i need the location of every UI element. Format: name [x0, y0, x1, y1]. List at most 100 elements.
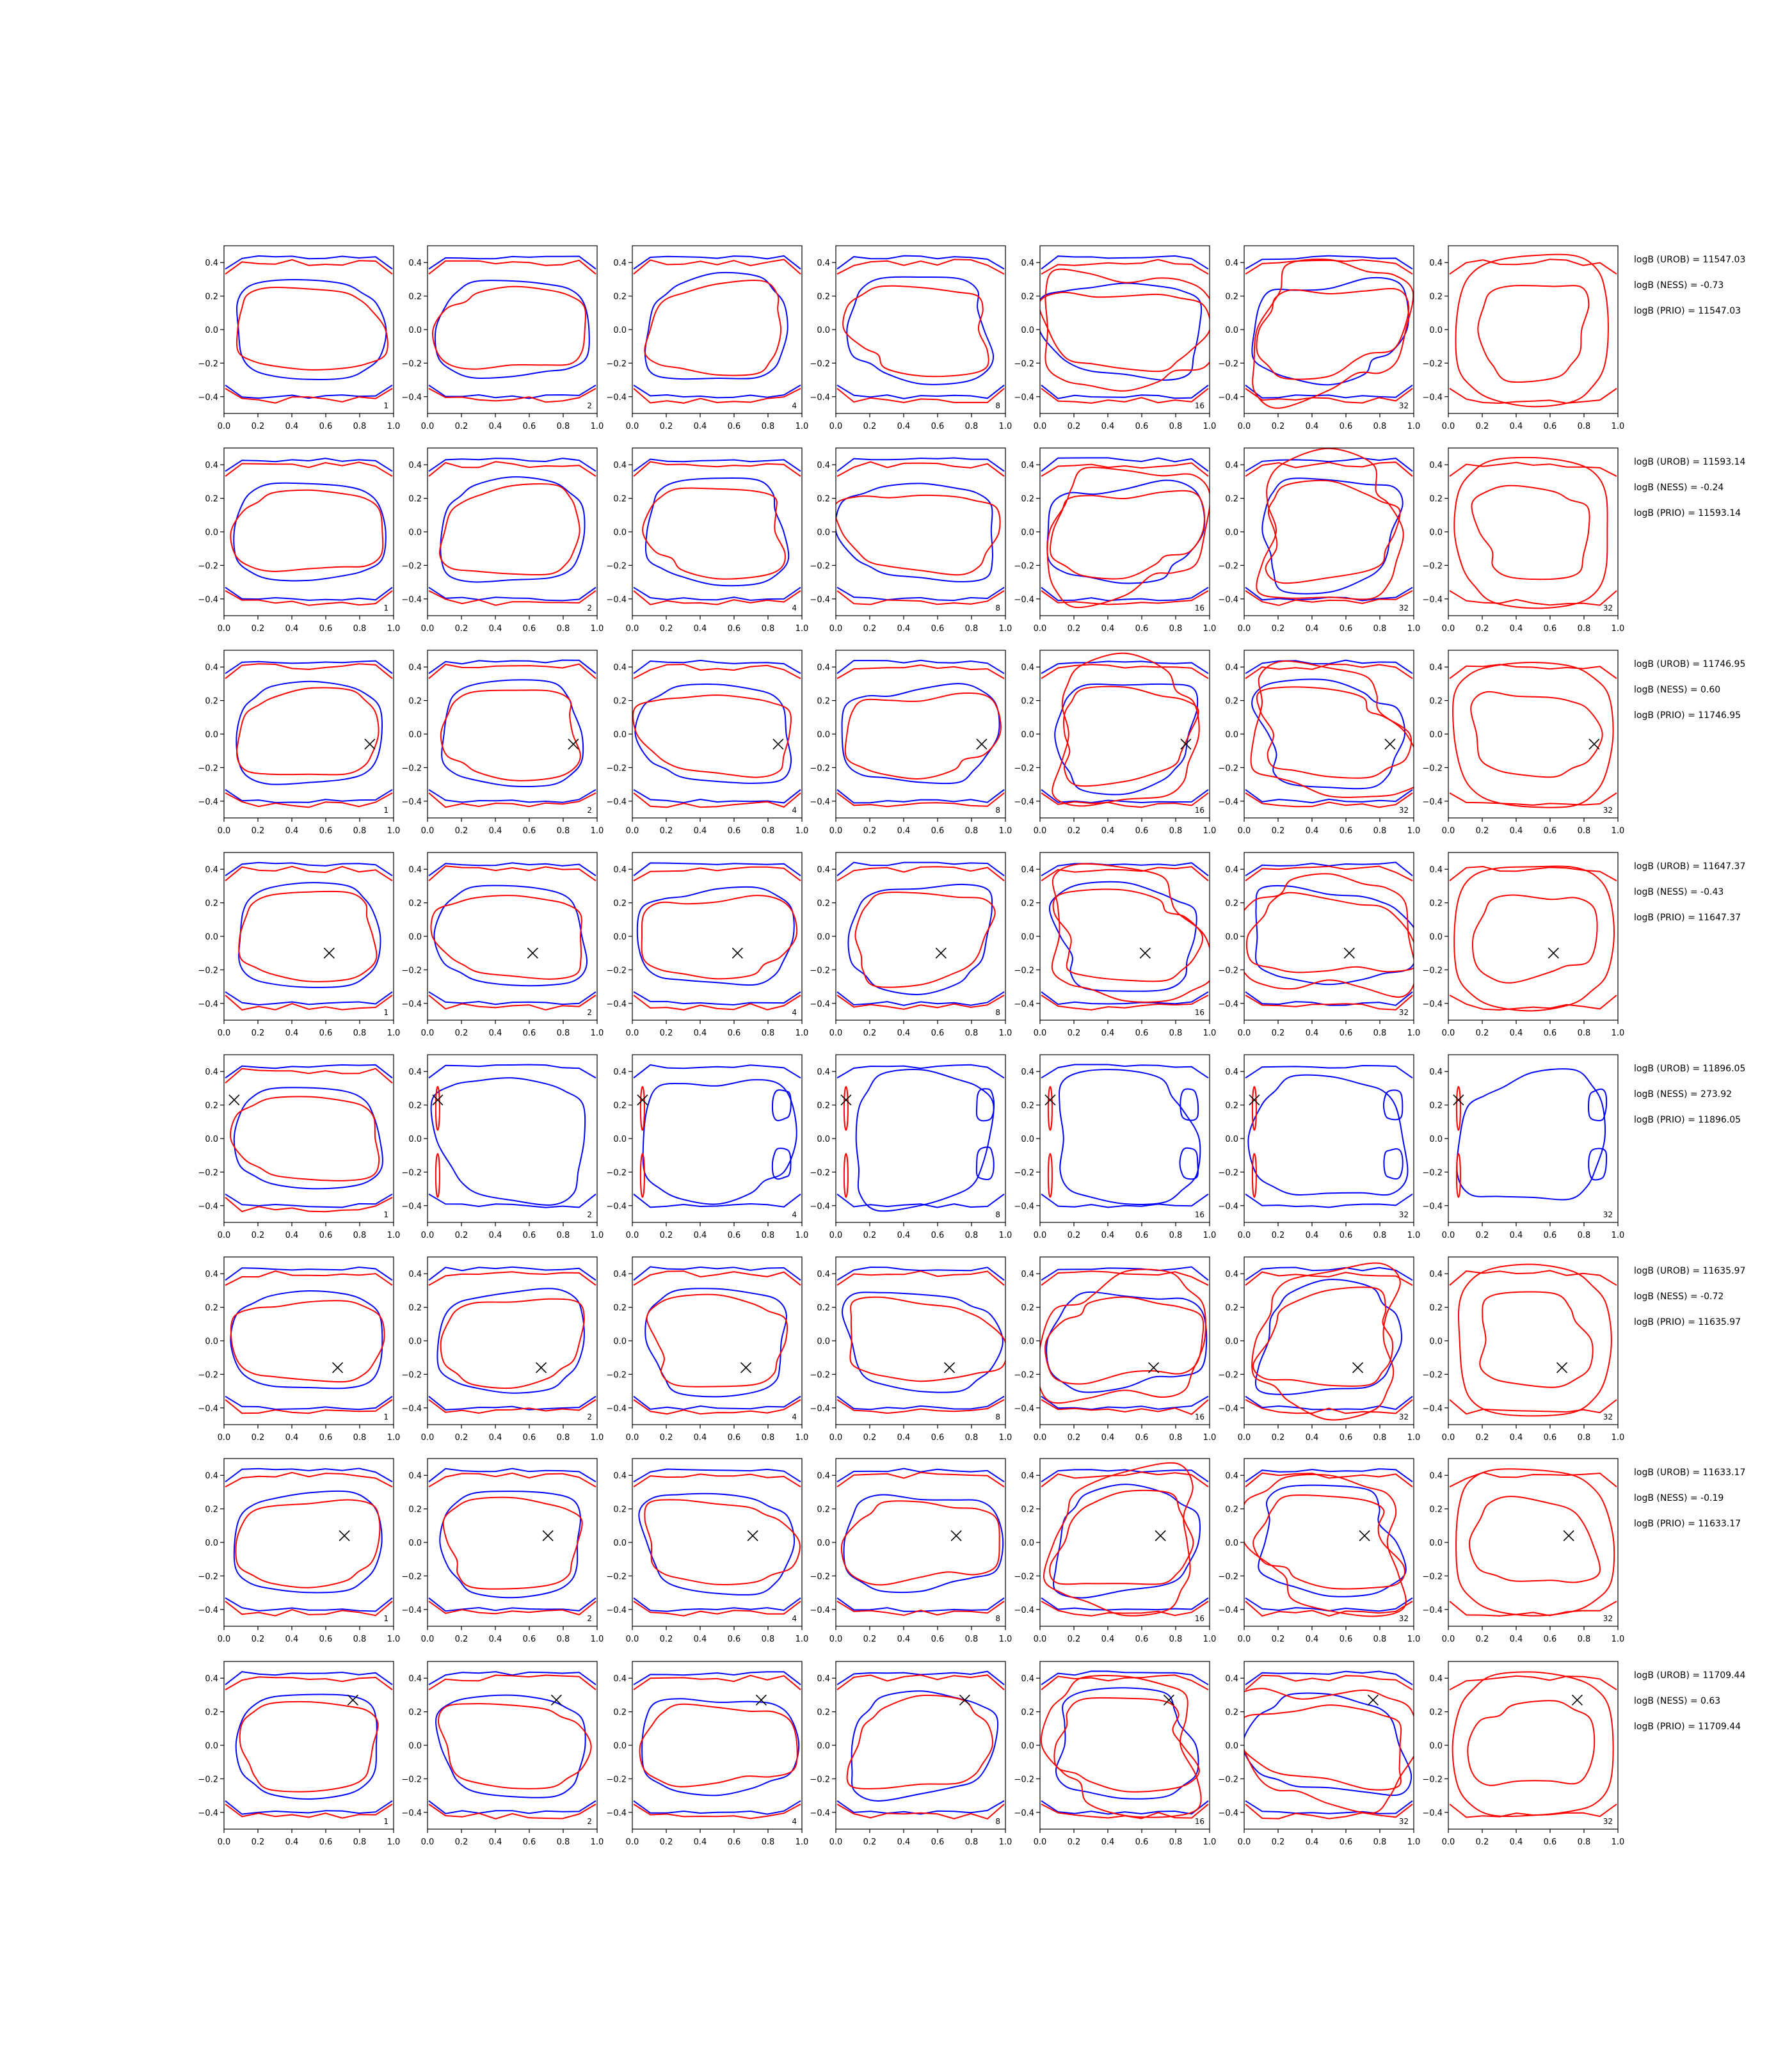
red-contour-narrow: [435, 1153, 440, 1198]
red-contour-bottom: [1041, 1399, 1209, 1415]
red-contour-narrow: [1251, 1085, 1257, 1131]
contour-lines: [836, 255, 1005, 403]
y-tick-label: 0.4: [408, 259, 422, 268]
y-tick-label: 0.0: [1225, 1337, 1238, 1347]
red-contour-narrow: [639, 1153, 645, 1198]
x-tick-label: 0.8: [557, 1028, 570, 1038]
panel-order-label: 32: [1603, 1412, 1613, 1421]
x-tick-label: 0.0: [1442, 422, 1455, 431]
red-contour-top: [633, 259, 801, 275]
red-contour-outer: [1051, 863, 1210, 1003]
blue-contour-bottom: [1245, 788, 1413, 804]
axes-frame: [223, 650, 394, 819]
x-tick-label: 0.0: [421, 1028, 435, 1038]
x-tick-label: 0.4: [1101, 624, 1115, 634]
contour-lines: [428, 1266, 596, 1414]
x-tick-label: 0.8: [1373, 1231, 1387, 1240]
blue-contour-top: [836, 1266, 1005, 1281]
axes-frame: [835, 1661, 1006, 1830]
red-contour-top: [836, 1270, 1005, 1286]
panel-r3-c4: 0.4 0.2 0.0 −0.2 −0.4 0.0 0.2 0.4 0.6 0.8 1.0 8: [810, 650, 1012, 836]
x-tick-label: 0.2: [252, 1028, 265, 1038]
panel-order-label: 16: [1195, 1412, 1204, 1421]
x-tick-label: 0.6: [931, 826, 945, 836]
panel-order-label: 32: [1399, 401, 1409, 410]
x-tick-label: 0.6: [728, 422, 741, 431]
y-tick-label: −0.2: [1014, 561, 1034, 571]
x-tick-label: 0.6: [1544, 624, 1557, 634]
x-tick-label: 0.2: [660, 1433, 673, 1443]
y-tick-label: 0.2: [613, 697, 627, 707]
x-tick-label: 1.0: [796, 1837, 809, 1847]
panel-order-label: 16: [1195, 604, 1204, 612]
y-tick-label: 0.4: [408, 461, 422, 470]
x-tick-label: 0.8: [1169, 1837, 1183, 1847]
y-tick-label: 0.4: [1429, 1471, 1443, 1481]
panel-r7-c4: 0.4 0.2 0.0 −0.2 −0.4 0.0 0.2 0.4 0.6 0.8 1.0 8: [810, 1458, 1012, 1644]
x-tick-label: 0.8: [1373, 826, 1387, 836]
blue-contour-top: [428, 659, 596, 675]
panel-order-label: 2: [587, 1210, 592, 1219]
blue-contour-bottom: [1245, 384, 1413, 399]
x-tick-label: 0.2: [660, 826, 673, 836]
logb-annotation: logB (NESS) = -0.19: [1634, 1493, 1724, 1503]
y-tick-label: −0.2: [606, 764, 627, 773]
x-tick-label: 0.0: [1442, 624, 1455, 634]
x-tick-label: 1.0: [387, 1028, 401, 1038]
x-tick-label: 1.0: [1203, 1231, 1217, 1240]
x-tick-label: 0.6: [931, 1635, 945, 1644]
red-contour-inner: [1479, 1291, 1594, 1388]
y-tick-label: 0.4: [613, 259, 627, 268]
x-tick-label: 0.2: [252, 1635, 265, 1644]
x-tick-label: 0.8: [762, 826, 775, 836]
red-contour-inner: [1470, 691, 1603, 778]
x-tick-label: 1.0: [999, 1635, 1012, 1644]
y-tick-label: 0.0: [1225, 326, 1238, 335]
blue-contour-inner: [233, 1490, 383, 1594]
contour-lines: [1449, 865, 1617, 1012]
y-tick-label: 0.4: [1225, 461, 1238, 470]
x-tick-label: 0.2: [660, 624, 673, 634]
contour-lines: [632, 659, 801, 808]
red-contour-top: [1449, 1675, 1617, 1691]
y-tick-label: 0.0: [408, 1135, 422, 1144]
x-tick-label: 0.6: [1135, 1231, 1149, 1240]
y-tick-label: −0.2: [401, 1370, 422, 1380]
x-tick-label: 0.6: [319, 1433, 333, 1443]
panel-r2-c1: 0.4 0.2 0.0 −0.2 −0.4 0.0 0.2 0.4 0.6 0.8 1.0 1: [198, 447, 400, 634]
x-tick-label: 0.2: [1476, 1231, 1489, 1240]
red-contour-top: [1245, 1271, 1413, 1286]
contour-lines: [836, 1064, 1005, 1212]
x-tick-label: 1.0: [1407, 826, 1421, 836]
axes-frame: [1039, 1256, 1210, 1425]
x-tick-label: 0.8: [965, 1028, 979, 1038]
blue-contour-blob: [1382, 1089, 1404, 1121]
y-tick-label: 0.2: [1225, 1505, 1238, 1515]
red-contour-top: [836, 1471, 1005, 1488]
y-tick-label: 0.2: [613, 1304, 627, 1313]
red-contour-bottom: [1449, 792, 1617, 806]
panel-r2-c6: 0.4 0.2 0.0 −0.2 −0.4 0.0 0.2 0.4 0.6 0.8 1.0 32: [1218, 447, 1420, 634]
x-tick-label: 0.0: [626, 422, 639, 431]
blue-contour-top: [1245, 255, 1413, 270]
x-marker: [1180, 739, 1192, 750]
logb-annotation: logB (UROB) = 11647.37: [1634, 861, 1745, 872]
x-tick-label: 0.6: [319, 624, 333, 634]
red-contour-inner: [849, 1296, 1005, 1382]
blue-contour-top: [225, 861, 393, 877]
y-tick-label: 0.2: [817, 697, 830, 707]
y-tick-label: 0.0: [408, 730, 422, 740]
x-tick-label: 1.0: [796, 1635, 809, 1644]
y-tick-label: −0.2: [1218, 561, 1238, 571]
red-contour-top: [633, 461, 801, 477]
panel-order-label: 16: [1195, 1817, 1204, 1826]
x-tick-label: 0.0: [1034, 422, 1047, 431]
x-tick-label: 0.2: [863, 1635, 877, 1644]
y-tick-label: −0.4: [1422, 1606, 1443, 1615]
red-contour-inner: [646, 1293, 788, 1388]
x-tick-label: 0.6: [1340, 1433, 1353, 1443]
blue-contour-inner: [855, 1069, 995, 1212]
red-contour-bottom: [225, 590, 393, 606]
blue-contour-top: [633, 1266, 801, 1281]
